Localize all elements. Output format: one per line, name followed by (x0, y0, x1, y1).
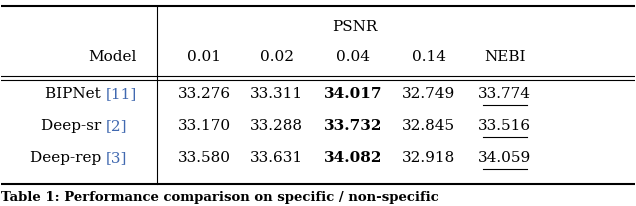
Text: PSNR: PSNR (332, 20, 377, 34)
Text: 33.311: 33.311 (251, 87, 303, 101)
Text: 33.732: 33.732 (324, 119, 382, 133)
Text: Model: Model (88, 50, 136, 64)
Text: 33.774: 33.774 (478, 87, 531, 101)
Text: 0.14: 0.14 (412, 50, 446, 64)
Text: 33.276: 33.276 (177, 87, 231, 101)
Text: 33.516: 33.516 (478, 119, 531, 133)
Text: [11]: [11] (106, 87, 137, 101)
Text: 0.02: 0.02 (260, 50, 294, 64)
Text: 32.845: 32.845 (402, 119, 455, 133)
Text: Table 1: Performance comparison on specific / non-specific: Table 1: Performance comparison on speci… (1, 191, 439, 204)
Text: 33.288: 33.288 (251, 119, 303, 133)
Text: 0.01: 0.01 (187, 50, 221, 64)
Text: 32.918: 32.918 (402, 151, 455, 165)
Text: 34.059: 34.059 (478, 151, 532, 165)
Text: NEBI: NEBI (484, 50, 525, 64)
Text: 33.631: 33.631 (251, 151, 303, 165)
Text: 33.580: 33.580 (177, 151, 230, 165)
Text: Deep-sr: Deep-sr (41, 119, 106, 133)
Text: [2]: [2] (106, 119, 127, 133)
Text: 0.04: 0.04 (336, 50, 370, 64)
Text: 34.082: 34.082 (324, 151, 382, 165)
Text: BIPNet: BIPNet (45, 87, 106, 101)
Text: Deep-rep: Deep-rep (30, 151, 106, 165)
Text: 34.017: 34.017 (324, 87, 382, 101)
Text: 33.170: 33.170 (177, 119, 231, 133)
Text: 32.749: 32.749 (402, 87, 455, 101)
Text: [3]: [3] (106, 151, 127, 165)
